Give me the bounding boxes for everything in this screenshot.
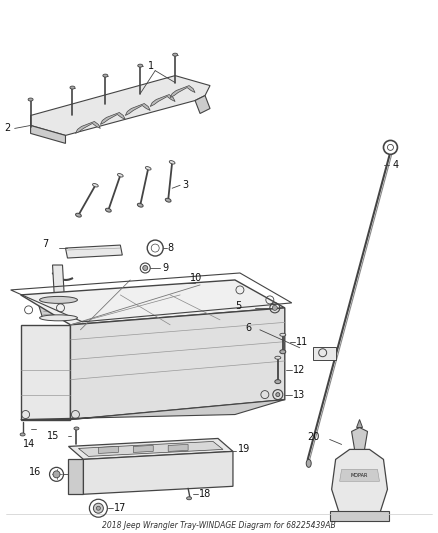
Polygon shape	[339, 470, 379, 481]
Polygon shape	[68, 439, 233, 459]
Text: 19: 19	[238, 445, 250, 455]
Polygon shape	[21, 325, 71, 419]
Polygon shape	[150, 94, 175, 107]
Polygon shape	[21, 280, 285, 325]
Polygon shape	[31, 76, 210, 135]
Ellipse shape	[103, 74, 108, 77]
Polygon shape	[357, 419, 363, 427]
Ellipse shape	[138, 203, 143, 207]
Polygon shape	[313, 347, 336, 360]
Ellipse shape	[306, 459, 311, 467]
Text: MOPAR: MOPAR	[351, 473, 368, 478]
Polygon shape	[332, 449, 388, 514]
Text: 1: 1	[148, 61, 154, 71]
Polygon shape	[170, 86, 195, 98]
Ellipse shape	[70, 86, 75, 89]
Text: 14: 14	[23, 439, 35, 449]
Polygon shape	[352, 427, 367, 449]
Text: 5: 5	[235, 301, 241, 311]
Polygon shape	[66, 245, 122, 258]
Text: 2: 2	[5, 124, 11, 133]
Polygon shape	[83, 451, 233, 494]
Circle shape	[276, 393, 280, 397]
Circle shape	[272, 305, 277, 310]
Polygon shape	[125, 103, 150, 116]
Text: 15: 15	[46, 431, 59, 441]
Ellipse shape	[173, 53, 178, 56]
Ellipse shape	[275, 379, 281, 384]
Ellipse shape	[39, 315, 78, 321]
Polygon shape	[99, 447, 118, 454]
Text: 12: 12	[293, 365, 305, 375]
Ellipse shape	[39, 296, 78, 303]
Ellipse shape	[280, 333, 286, 336]
Text: 4: 4	[392, 160, 399, 171]
Ellipse shape	[20, 433, 25, 436]
Text: 17: 17	[114, 503, 127, 513]
Polygon shape	[78, 441, 223, 456]
Circle shape	[93, 503, 103, 513]
Circle shape	[53, 471, 60, 478]
Polygon shape	[75, 122, 100, 133]
Ellipse shape	[92, 183, 98, 187]
Polygon shape	[195, 95, 210, 114]
Ellipse shape	[117, 174, 123, 177]
Polygon shape	[53, 265, 64, 300]
Polygon shape	[133, 446, 153, 453]
Ellipse shape	[165, 198, 171, 202]
Ellipse shape	[28, 98, 33, 101]
Text: 11: 11	[296, 337, 308, 347]
Ellipse shape	[275, 356, 281, 359]
Text: 13: 13	[293, 390, 305, 400]
Circle shape	[143, 265, 148, 270]
Text: 6: 6	[245, 323, 251, 333]
Ellipse shape	[138, 64, 143, 67]
Polygon shape	[168, 445, 188, 451]
Polygon shape	[100, 112, 125, 124]
Text: 2018 Jeep Wrangler Tray-WINDAGE Diagram for 68225439AB: 2018 Jeep Wrangler Tray-WINDAGE Diagram …	[102, 521, 336, 530]
Polygon shape	[39, 300, 81, 318]
Text: 18: 18	[199, 489, 211, 499]
Text: 7: 7	[42, 239, 49, 249]
Polygon shape	[68, 459, 83, 494]
Polygon shape	[21, 400, 285, 419]
Ellipse shape	[145, 167, 151, 170]
Ellipse shape	[76, 213, 81, 217]
Text: 20: 20	[308, 432, 320, 442]
Ellipse shape	[74, 427, 79, 430]
Polygon shape	[71, 308, 285, 419]
Text: 3: 3	[182, 180, 188, 190]
Ellipse shape	[106, 208, 111, 212]
Text: 8: 8	[167, 243, 173, 253]
Text: 10: 10	[190, 273, 202, 283]
Polygon shape	[31, 125, 66, 143]
Text: 9: 9	[162, 263, 168, 273]
Ellipse shape	[187, 497, 191, 500]
Circle shape	[96, 506, 100, 510]
Ellipse shape	[170, 160, 175, 164]
Polygon shape	[330, 511, 389, 521]
Text: 16: 16	[28, 467, 41, 478]
Ellipse shape	[280, 350, 286, 354]
